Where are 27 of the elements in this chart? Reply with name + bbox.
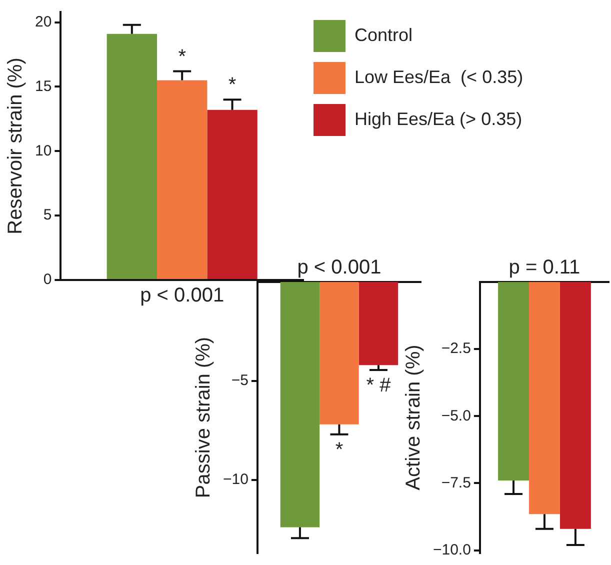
y-axis-title: Reservoir strain (%)	[4, 58, 27, 234]
data-label: *	[335, 438, 344, 461]
bar	[106, 34, 157, 279]
data-label: * #	[366, 374, 392, 397]
y-tick-label: −5.0	[441, 407, 471, 424]
data-label: *	[228, 74, 236, 96]
y-tick-label: −2.5	[441, 340, 471, 358]
legend-label: High Ees/Ea (> 0.35)	[354, 108, 522, 129]
y-tick-label: 10	[34, 142, 52, 160]
bar	[157, 80, 208, 279]
text: p < 0.001	[140, 284, 224, 307]
annotation: p < 0.001	[297, 256, 382, 279]
y-tick-label: 20	[34, 13, 52, 30]
y-tick-label: −10	[222, 470, 248, 488]
y-tick-label: −10.0	[432, 541, 471, 558]
y-tick-label: 5	[43, 206, 52, 224]
bar	[207, 110, 258, 279]
data-label: *	[178, 46, 186, 68]
legend-label: Control	[354, 24, 413, 45]
y-axis-title: Active strain (%)	[402, 344, 425, 490]
y-tick-label: 0	[43, 271, 52, 288]
text: p = 0.11	[508, 256, 580, 279]
y-tick-label: 15	[34, 78, 52, 95]
legend-label: Low Ees/Ea (< 0.35)	[354, 66, 524, 87]
y-axis-title: Passive strain (%)	[192, 336, 215, 498]
y-tick-label: −7.5	[441, 474, 471, 492]
y-tick-label: −5	[231, 372, 248, 390]
